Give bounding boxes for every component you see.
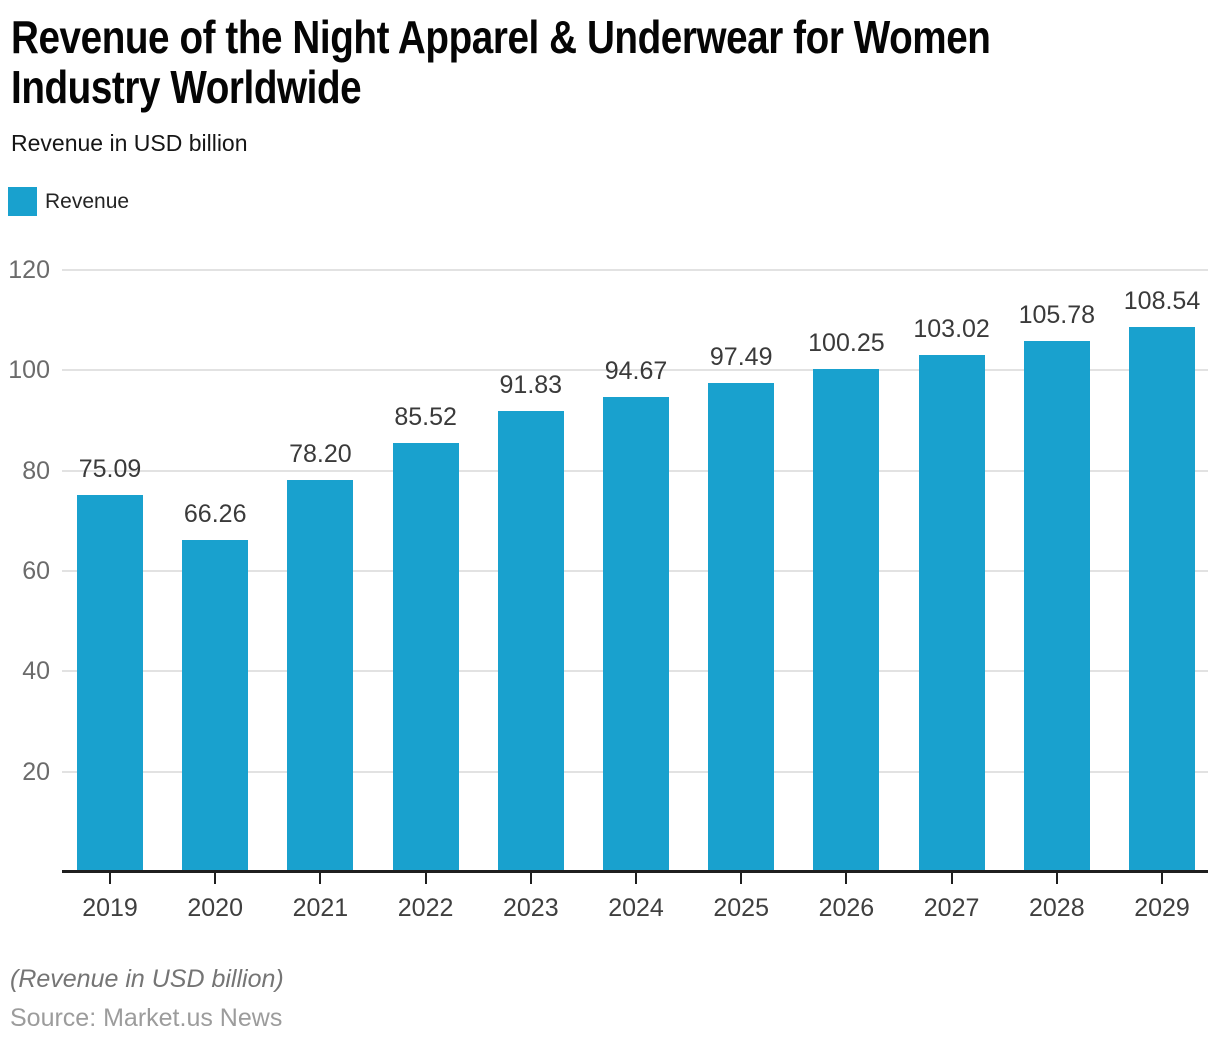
bar-2026[interactable] [813, 369, 880, 872]
x-axis-tick [635, 873, 637, 884]
x-axis-tick-label: 2021 [292, 894, 349, 922]
x-axis-tick-label: 2026 [818, 894, 875, 922]
source-label: Source: Market.us News [10, 1004, 283, 1032]
bar-2028[interactable] [1023, 341, 1090, 872]
page-title-line-2: Industry Worldwide [11, 61, 362, 113]
bar-value-label: 75.09 [78, 455, 142, 484]
bar-2019[interactable] [77, 495, 143, 872]
bar-2024[interactable] [603, 397, 669, 872]
bar-2027[interactable] [918, 355, 985, 872]
x-axis-tick-label: 2028 [1028, 894, 1085, 922]
legend-item-revenue[interactable]: Revenue [8, 187, 129, 216]
x-axis-tick-label: 2025 [713, 894, 769, 922]
x-axis-tick [1161, 873, 1163, 884]
bar-value-label: 100.25 [808, 329, 885, 358]
x-axis-tick-label: 2022 [397, 894, 454, 922]
page-title-line-1: Revenue of the Night Apparel & Underwear… [11, 11, 991, 63]
bar-value-label: 85.52 [394, 402, 457, 431]
x-axis-tick [1055, 873, 1058, 884]
y-axis-tick-label-20: 20 [22, 757, 50, 786]
bar-value-label: 97.49 [709, 342, 773, 371]
bar-value-label: 91.83 [499, 371, 563, 400]
y-axis-tick-label-60: 60 [22, 557, 50, 585]
bar-value-label: 105.78 [1018, 301, 1096, 330]
x-axis-tick-label: 2027 [923, 894, 980, 922]
x-axis-tick-label: 2019 [82, 894, 138, 922]
x-axis-tick [214, 873, 217, 884]
gridline-120 [62, 269, 1208, 271]
bar-value-label: 108.54 [1123, 287, 1201, 316]
bar-value-label: 66.26 [183, 499, 247, 528]
x-axis-line [62, 870, 1208, 873]
x-axis-tick [740, 873, 743, 884]
x-axis-tick-label: 2029 [1134, 894, 1190, 922]
x-axis-tick [950, 873, 953, 884]
bar-2022[interactable] [392, 442, 459, 872]
bar-value-label: 78.20 [289, 439, 352, 468]
bar-value-label: 103.02 [913, 315, 990, 344]
bar-2020[interactable] [182, 539, 249, 872]
y-axis-tick-label-80: 80 [22, 456, 50, 485]
gridline-100 [62, 369, 1208, 372]
bar-2029[interactable] [1129, 327, 1195, 872]
bar-value-label: 94.67 [604, 357, 668, 386]
footnote: (Revenue in USD billion) [10, 965, 284, 993]
x-axis-tick [319, 873, 322, 884]
x-axis-tick [424, 873, 427, 884]
page-title: Revenue of the Night Apparel & Underwear… [11, 11, 991, 113]
x-axis-tick-label: 2023 [502, 894, 559, 922]
x-axis-tick-label: 2024 [608, 894, 664, 922]
bar-2025[interactable] [708, 382, 775, 872]
y-axis-tick-label-40: 40 [22, 657, 50, 686]
y-axis-tick-label-120: 120 [8, 256, 50, 284]
legend-swatch [8, 187, 37, 216]
y-axis-tick-label-100: 100 [8, 356, 50, 385]
x-axis-tick [529, 873, 532, 884]
x-axis-tick-label: 2020 [187, 894, 243, 922]
bar-2021[interactable] [287, 479, 354, 872]
chart-subtitle: Revenue in USD billion [11, 130, 248, 156]
x-axis-tick [845, 873, 848, 884]
x-axis-tick [109, 873, 111, 884]
bar-2023[interactable] [497, 411, 564, 872]
legend-label: Revenue [45, 190, 130, 213]
